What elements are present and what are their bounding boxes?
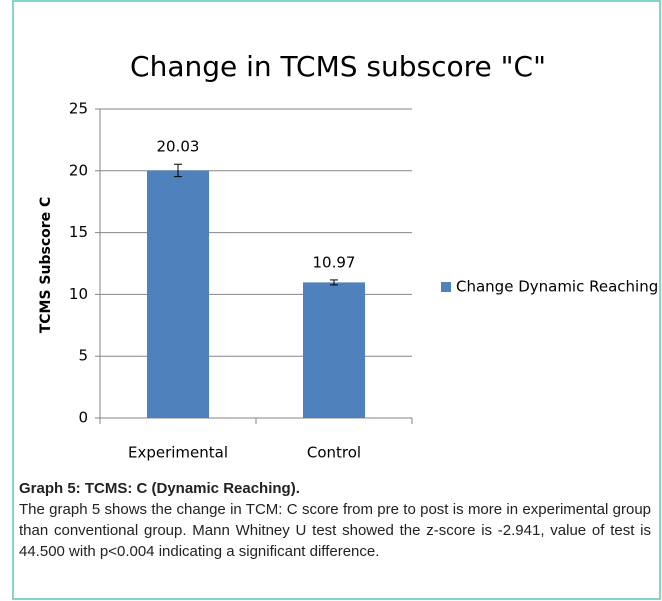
legend-swatch xyxy=(441,282,451,292)
caption-text: The graph 5 shows the change in TCM: C s… xyxy=(19,501,651,560)
caption-heading: Graph 5: TCMS: C (Dynamic Reaching). xyxy=(19,480,300,497)
x-tick-label: Control xyxy=(307,444,361,462)
data-label: 10.97 xyxy=(313,253,356,271)
y-tick-label: 10 xyxy=(69,285,88,303)
frame xyxy=(12,0,661,600)
data-label: 20.03 xyxy=(157,138,200,156)
error-bar xyxy=(330,279,338,286)
y-tick-label: 25 xyxy=(69,100,88,118)
y-tick-label: 0 xyxy=(78,409,88,427)
legend-label: Change Dynamic Reaching xyxy=(456,278,658,296)
bar xyxy=(147,170,209,418)
y-tick-label: 20 xyxy=(69,161,88,179)
y-tick-label: 5 xyxy=(78,347,88,365)
caption: Graph 5: TCMS: C (Dynamic Reaching). The… xyxy=(19,478,651,562)
y-tick-label: 15 xyxy=(69,223,88,241)
x-tick-label: Experimental xyxy=(128,444,228,462)
bar xyxy=(303,282,365,418)
y-axis-label: TCMS Subscore C xyxy=(38,197,54,334)
chart-title: Change in TCMS subscore "C" xyxy=(130,50,546,83)
error-bar xyxy=(174,163,182,178)
